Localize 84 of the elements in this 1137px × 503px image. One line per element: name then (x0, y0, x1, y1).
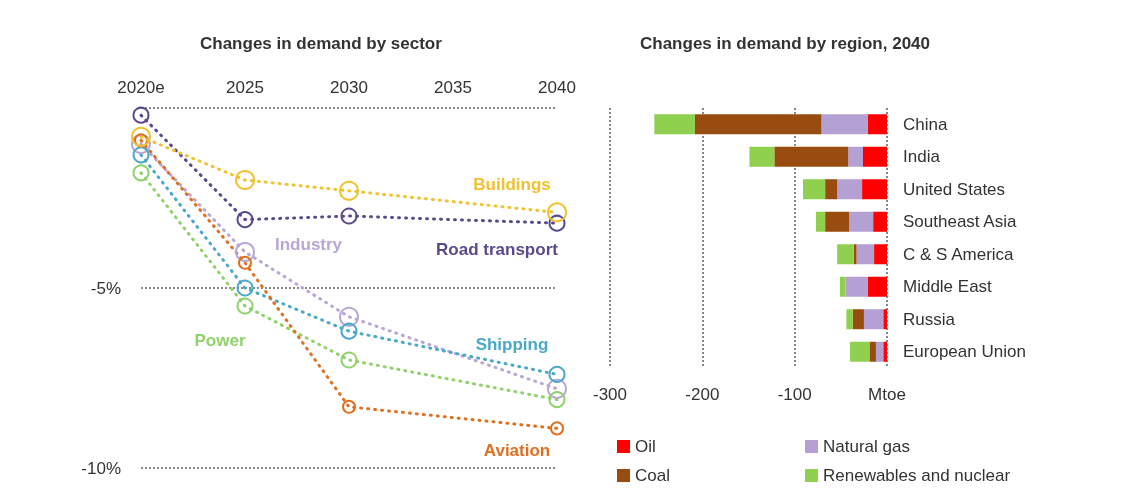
point (339, 180, 359, 201)
legend-label: Oil (635, 437, 656, 456)
series-label: Industry (275, 234, 343, 254)
x-tick-label: 2035 (434, 78, 472, 97)
bar (862, 179, 887, 200)
bar (862, 146, 887, 167)
bar (821, 114, 868, 135)
x-tick-label: Mtoe (868, 385, 906, 404)
point (131, 126, 151, 147)
y-tick-label: Southeast Asia (903, 212, 1017, 232)
bar (867, 114, 887, 135)
bar (856, 244, 875, 265)
point (340, 322, 358, 340)
point (548, 214, 566, 232)
y-tick-label: India (903, 147, 941, 167)
bar (853, 244, 857, 265)
point (132, 106, 150, 124)
point (236, 297, 254, 315)
bar (874, 244, 887, 265)
bar (883, 341, 887, 362)
series-label: Shipping (475, 334, 549, 354)
series-label: Power (194, 330, 246, 350)
bar (774, 146, 849, 167)
x-tick-label: -100 (777, 385, 812, 404)
point (238, 255, 252, 270)
bar (848, 146, 863, 167)
y-tick-label: China (903, 114, 948, 134)
x-tick-label: 2025 (226, 78, 264, 97)
x-tick-label: -200 (685, 385, 720, 404)
point (340, 207, 358, 225)
bar (869, 341, 876, 362)
bar (825, 211, 850, 232)
y-tick-label: -10% (81, 458, 121, 478)
point (547, 202, 567, 223)
point (548, 391, 566, 409)
point (235, 170, 255, 190)
point (236, 211, 254, 229)
bar (837, 244, 854, 265)
x-tick-label: 2030 (330, 78, 368, 97)
bar (863, 309, 884, 330)
point (547, 378, 567, 399)
point (236, 279, 254, 297)
bar (867, 276, 887, 297)
legend-label: Coal (635, 466, 670, 485)
bar (839, 276, 846, 297)
bar (802, 179, 826, 200)
point (342, 399, 356, 414)
y-tick-label: Russia (903, 309, 956, 329)
point (548, 365, 566, 383)
chart-title: Changes in demand by region, 2040 (640, 34, 931, 53)
bar (654, 114, 695, 135)
bar (837, 179, 863, 200)
bar (850, 341, 870, 362)
bar (873, 211, 887, 232)
series-label: Road transport (436, 239, 559, 259)
legend-label: Renewables and nuclear (823, 466, 1011, 485)
series-label: Buildings (473, 175, 551, 195)
y-tick-label: C & S America (903, 244, 1015, 264)
x-tick-label: 2020e (117, 78, 165, 97)
bar (815, 211, 826, 232)
bar (852, 309, 864, 330)
y-tick-label: Middle East (903, 277, 993, 297)
point (132, 164, 150, 182)
series-label: Aviation (483, 441, 551, 461)
x-tick-label: -300 (593, 385, 628, 404)
bar (825, 179, 838, 200)
y-tick-label: United States (903, 179, 1006, 199)
point (235, 242, 255, 262)
bar (875, 341, 884, 362)
y-tick-label: -5% (90, 278, 121, 298)
chart-title: Changes in demand by sector (200, 34, 443, 53)
bar (849, 211, 874, 232)
point (550, 421, 564, 436)
point (132, 146, 150, 164)
legend-label: Natural gas (823, 437, 910, 456)
point (339, 306, 359, 327)
bar (845, 276, 868, 297)
x-tick-label: 2040 (538, 78, 576, 97)
bar (846, 309, 853, 330)
point (340, 351, 358, 369)
bar (883, 309, 887, 330)
y-tick-label: European Union (903, 342, 1026, 362)
bar (749, 146, 775, 167)
bar (694, 114, 822, 135)
